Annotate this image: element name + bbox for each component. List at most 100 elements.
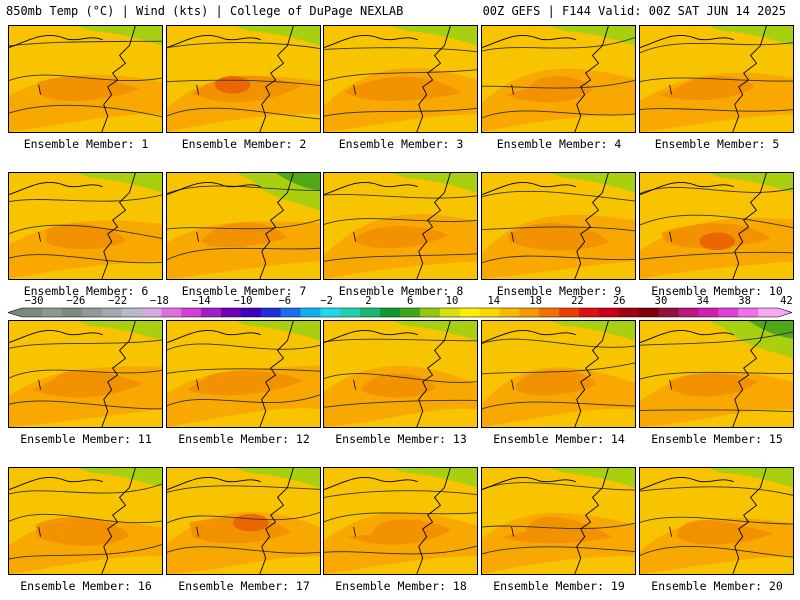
- ensemble-member-label: Ensemble Member: 15: [651, 432, 783, 446]
- great-lakes-outline: [9, 330, 103, 344]
- colorbar-swatch: [539, 308, 560, 317]
- ensemble-member-label: Ensemble Member: 11: [20, 432, 152, 446]
- coastline: [574, 26, 609, 132]
- ensemble-panel-13: [323, 320, 478, 428]
- lake-mark: [196, 379, 199, 390]
- great-lakes-outline: [9, 35, 103, 49]
- contour-line: [167, 343, 320, 351]
- lake-mark: [511, 84, 514, 95]
- contour-line: [640, 251, 793, 260]
- cool-region: [78, 26, 162, 46]
- cool-region: [78, 468, 162, 488]
- coastline: [416, 173, 451, 279]
- contour-line: [324, 47, 477, 53]
- colorbar-swatch: [320, 308, 341, 317]
- great-lakes-outline: [9, 477, 103, 491]
- contour-line: [640, 214, 793, 229]
- ensemble-member-label: Ensemble Member: 7: [181, 284, 307, 298]
- ensemble-member-label: Ensemble Member: 20: [651, 579, 783, 593]
- contour-line: [482, 226, 635, 232]
- temperature-field-map: [9, 26, 162, 132]
- hotter-region: [507, 222, 610, 251]
- contour-line: [482, 362, 635, 375]
- lake-mark: [353, 231, 356, 242]
- colorbar-tick-label: 18: [529, 295, 542, 307]
- map-title: 850mb Temp (°C) | Wind (kts) | College o…: [6, 4, 404, 18]
- temperature-field-map: [167, 26, 320, 132]
- cool-region: [393, 173, 477, 193]
- colorbar-swatch: [678, 308, 699, 317]
- coastline: [259, 321, 294, 427]
- hotter-region: [344, 76, 462, 101]
- colorbar-swatch: [638, 308, 660, 317]
- contour-line: [167, 511, 320, 524]
- contour-line: [640, 371, 793, 380]
- contour-line: [167, 107, 320, 120]
- contour-line: [9, 194, 162, 202]
- ensemble-panel-17: [166, 467, 321, 575]
- coastline: [574, 321, 609, 427]
- hotter-region: [353, 225, 448, 249]
- contour-line: [482, 190, 635, 202]
- ensemble-panel-16: [8, 467, 163, 575]
- ensemble-member-label: Ensemble Member: 19: [493, 579, 625, 593]
- contour-line: [482, 401, 635, 410]
- great-lakes-outline: [482, 35, 576, 49]
- coastline: [259, 173, 294, 279]
- colorbar-swatch: [240, 308, 262, 317]
- ensemble-panel-10: [639, 172, 794, 280]
- colorbar-swatch: [220, 308, 242, 317]
- contour-line: [324, 512, 477, 523]
- contour-line: [640, 545, 793, 558]
- colorbar-tick-label: 14: [487, 295, 501, 307]
- ensemble-panel-11: [8, 320, 163, 428]
- coastline: [732, 321, 767, 427]
- contour-line: [640, 331, 793, 346]
- ensemble-panel-3: [323, 25, 478, 133]
- contour-line: [482, 546, 635, 555]
- contour-line: [9, 74, 162, 82]
- contour-line: [640, 108, 793, 112]
- contour-line: [482, 36, 635, 52]
- lake-mark: [353, 379, 356, 390]
- temperature-field-map: [167, 173, 320, 279]
- ensemble-member-label: Ensemble Member: 1: [23, 137, 149, 151]
- ensemble-panel-18: [323, 467, 478, 575]
- colorbar-swatch: [459, 308, 481, 317]
- colorbar-swatch: [300, 308, 321, 317]
- ensemble-panel-8: [323, 172, 478, 280]
- lake-mark: [353, 526, 356, 537]
- colorbar-swatch: [260, 308, 282, 317]
- ensemble-panel-6: [8, 172, 163, 280]
- colorbar-swatch: [181, 308, 202, 317]
- temperature-field-map: [640, 468, 793, 574]
- great-lakes-outline: [482, 182, 576, 196]
- temperature-field-map: [640, 321, 793, 427]
- cool-region: [393, 321, 477, 341]
- cool-region: [78, 173, 162, 193]
- contour-line: [324, 338, 477, 343]
- colorbar-swatch: [101, 308, 122, 317]
- contour-line: [167, 394, 320, 407]
- great-lakes-outline: [640, 35, 734, 49]
- contour-line: [167, 546, 320, 554]
- colorbar-swatch: [499, 308, 520, 317]
- colorbar-swatch: [579, 308, 600, 317]
- great-lakes-outline: [167, 477, 261, 491]
- colorbar-tick-label: −10: [233, 295, 253, 307]
- hotter-region: [45, 223, 127, 250]
- coastline: [574, 468, 609, 574]
- coastline: [574, 173, 609, 279]
- great-lakes-outline: [324, 182, 418, 196]
- temperature-field-map: [167, 468, 320, 574]
- colorbar-tick-label: −30: [24, 295, 44, 307]
- colorbar-swatch: [61, 308, 83, 317]
- colorbar-swatch: [141, 308, 162, 317]
- ensemble-member-label: Ensemble Member: 14: [493, 432, 625, 446]
- colorbar-swatch: [280, 308, 302, 317]
- colorbar-swatch: [22, 308, 43, 317]
- lake-mark: [353, 84, 356, 95]
- hotter-region: [670, 373, 758, 397]
- ensemble-member-label: Ensemble Member: 2: [181, 137, 307, 151]
- lake-mark: [669, 231, 672, 242]
